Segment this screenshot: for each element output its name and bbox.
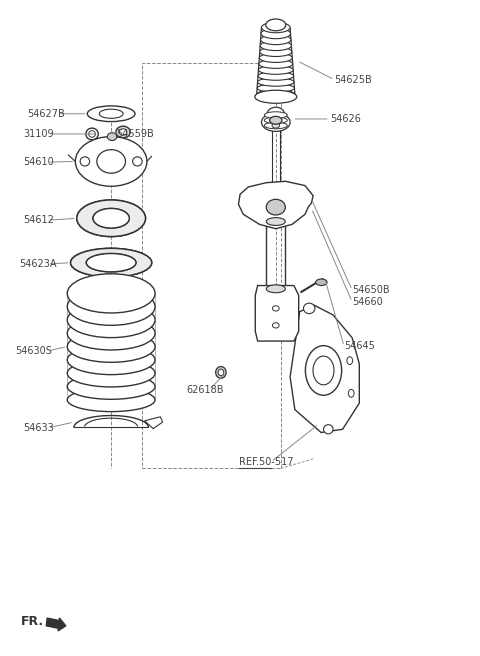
Ellipse shape <box>266 285 285 293</box>
Ellipse shape <box>273 306 279 311</box>
Ellipse shape <box>93 209 129 228</box>
Text: 54610: 54610 <box>23 157 54 167</box>
Text: 54625B: 54625B <box>335 75 372 85</box>
Ellipse shape <box>270 116 282 124</box>
Ellipse shape <box>67 345 155 375</box>
FancyArrow shape <box>46 618 66 631</box>
Ellipse shape <box>119 129 127 135</box>
Ellipse shape <box>267 107 284 120</box>
Ellipse shape <box>67 288 155 325</box>
Ellipse shape <box>67 359 155 387</box>
Ellipse shape <box>86 128 98 140</box>
Ellipse shape <box>305 346 342 396</box>
Bar <box>142 64 281 468</box>
Ellipse shape <box>86 253 136 272</box>
Ellipse shape <box>272 188 280 194</box>
Ellipse shape <box>116 126 130 138</box>
Text: 54627B: 54627B <box>28 109 65 119</box>
Text: 54623A: 54623A <box>20 259 57 269</box>
Ellipse shape <box>272 123 280 128</box>
Text: 62618B: 62618B <box>187 385 224 395</box>
Ellipse shape <box>67 274 155 313</box>
Ellipse shape <box>262 113 290 131</box>
Polygon shape <box>290 305 360 432</box>
Ellipse shape <box>264 112 287 118</box>
Polygon shape <box>144 417 163 428</box>
Ellipse shape <box>97 150 125 173</box>
Ellipse shape <box>132 157 142 166</box>
Ellipse shape <box>108 133 117 140</box>
Ellipse shape <box>257 91 295 98</box>
Text: 54559B: 54559B <box>116 129 154 139</box>
Ellipse shape <box>216 367 226 379</box>
Ellipse shape <box>261 35 291 45</box>
Ellipse shape <box>71 249 152 277</box>
Ellipse shape <box>75 136 147 186</box>
Ellipse shape <box>71 249 152 277</box>
Text: 54626: 54626 <box>330 114 360 124</box>
Ellipse shape <box>348 390 354 398</box>
Ellipse shape <box>324 424 333 434</box>
Ellipse shape <box>89 131 96 137</box>
Ellipse shape <box>259 53 292 62</box>
Ellipse shape <box>257 84 294 92</box>
Ellipse shape <box>273 323 279 328</box>
Ellipse shape <box>255 91 297 103</box>
Ellipse shape <box>67 302 155 338</box>
Ellipse shape <box>303 303 315 314</box>
Ellipse shape <box>87 106 135 121</box>
Ellipse shape <box>93 209 129 228</box>
Ellipse shape <box>67 374 155 400</box>
Text: 31109: 31109 <box>23 129 53 139</box>
Ellipse shape <box>262 22 290 33</box>
Ellipse shape <box>266 199 285 215</box>
Ellipse shape <box>258 78 294 86</box>
Ellipse shape <box>347 357 353 365</box>
Ellipse shape <box>264 117 287 123</box>
Ellipse shape <box>99 109 123 118</box>
Ellipse shape <box>264 122 287 129</box>
Text: 54633: 54633 <box>23 423 54 433</box>
Ellipse shape <box>261 28 290 39</box>
Ellipse shape <box>260 47 292 56</box>
Ellipse shape <box>86 253 136 272</box>
Text: REF.50-517: REF.50-517 <box>239 457 294 467</box>
Ellipse shape <box>67 388 155 411</box>
Ellipse shape <box>316 279 327 285</box>
Text: 54660: 54660 <box>352 297 383 307</box>
Text: 54650B: 54650B <box>352 285 390 295</box>
Text: 54612: 54612 <box>23 215 54 225</box>
Ellipse shape <box>67 317 155 350</box>
Ellipse shape <box>77 200 145 237</box>
Ellipse shape <box>266 19 286 31</box>
Polygon shape <box>255 285 299 341</box>
Ellipse shape <box>80 157 90 166</box>
Text: 54645: 54645 <box>344 341 375 352</box>
Polygon shape <box>239 181 313 229</box>
Ellipse shape <box>258 66 293 74</box>
Ellipse shape <box>77 200 145 237</box>
Ellipse shape <box>218 369 224 376</box>
Ellipse shape <box>67 331 155 362</box>
Ellipse shape <box>266 218 285 226</box>
Text: FR.: FR. <box>21 615 44 628</box>
Ellipse shape <box>260 41 291 51</box>
Ellipse shape <box>258 72 294 80</box>
Ellipse shape <box>313 356 334 385</box>
Text: 54630S: 54630S <box>15 346 52 356</box>
Ellipse shape <box>259 59 293 68</box>
